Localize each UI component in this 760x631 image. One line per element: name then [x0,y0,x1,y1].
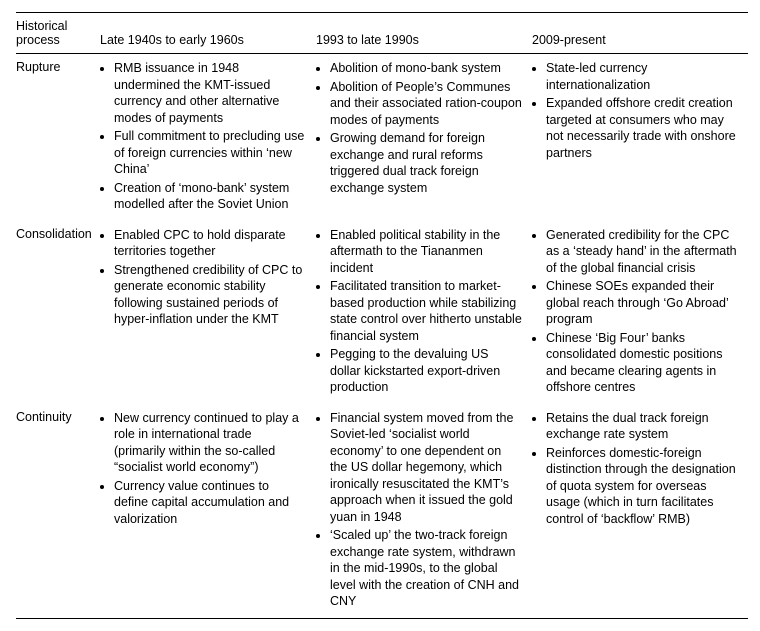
historical-process-table: Historical process Late 1940s to early 1… [16,12,748,619]
header-col-0: Historical process [16,13,100,54]
table-row: RuptureRMB issuance in 1948 undermined t… [16,54,748,221]
list-item: Reinforces domestic-foreign distinction … [546,445,738,528]
bullet-list: Enabled political stability in the after… [316,227,522,396]
header-col-1: Late 1940s to early 1960s [100,13,316,54]
list-item: Enabled CPC to hold disparate territorie… [114,227,306,260]
list-item: Financial system moved from the Soviet-l… [330,410,522,526]
list-item: Retains the dual track foreign exchange … [546,410,738,443]
list-item: Pegging to the devaluing US dollar kicks… [330,346,522,396]
list-item: Expanded offshore credit creation target… [546,95,738,161]
list-item: Full commitment to precluding use of for… [114,128,306,178]
table-cell: Generated credibility for the CPC as a ‘… [532,221,748,404]
list-item: Generated credibility for the CPC as a ‘… [546,227,738,277]
table-cell: Abolition of mono-bank system Abolition o… [316,54,532,221]
table-body: RuptureRMB issuance in 1948 undermined t… [16,54,748,619]
list-item: Chinese SOEs expanded their global reach… [546,278,738,328]
table-row: Consolidation Enabled CPC to hold dispara… [16,221,748,404]
list-item: Chinese ‘Big Four’ banks consolidated do… [546,330,738,396]
list-item: Facilitated transition to market-based p… [330,278,522,344]
list-item: ‘Scaled up’ the two-track foreign exchan… [330,527,522,610]
list-item: Strengthened credibility of CPC to gener… [114,262,306,328]
table-cell: Retains the dual track foreign exchange … [532,404,748,619]
list-item: RMB issuance in 1948 undermined the KMT-… [114,60,306,126]
bullet-list: Enabled CPC to hold disparate territorie… [100,227,306,328]
table-cell: New currency continued to play a role in… [100,404,316,619]
bullet-list: Retains the dual track foreign exchange … [532,410,738,528]
list-item: Creation of ‘mono-bank’ system modelled … [114,180,306,213]
bullet-list: State-led currency internationalizationE… [532,60,738,161]
table-cell: Enabled political stability in the after… [316,221,532,404]
list-item: State-led currency internationalization [546,60,738,93]
bullet-list: Financial system moved from the Soviet-l… [316,410,522,610]
bullet-list: RMB issuance in 1948 undermined the KMT-… [100,60,306,213]
list-item: Currency value continues to define capit… [114,478,306,528]
list-item: Growing demand for foreign exchange and … [330,130,522,196]
row-label: Continuity [16,404,100,619]
table-row: ContinuityNew currency continued to play… [16,404,748,619]
table-cell: State-led currency internationalizationE… [532,54,748,221]
header-col-3: 2009-present [532,13,748,54]
bullet-list: New currency continued to play a role in… [100,410,306,528]
list-item: Abolition of mono-bank system [330,60,522,77]
bullet-list: Abolition of mono-bank system Abolition o… [316,60,522,196]
table-cell: RMB issuance in 1948 undermined the KMT-… [100,54,316,221]
list-item: New currency continued to play a role in… [114,410,306,476]
table-cell: Enabled CPC to hold disparate territorie… [100,221,316,404]
list-item: Abolition of People’s Communes and their… [330,79,522,129]
header-col-2: 1993 to late 1990s [316,13,532,54]
list-item: Enabled political stability in the after… [330,227,522,277]
bullet-list: Generated credibility for the CPC as a ‘… [532,227,738,396]
row-label: Rupture [16,54,100,221]
table-cell: Financial system moved from the Soviet-l… [316,404,532,619]
row-label: Consolidation [16,221,100,404]
